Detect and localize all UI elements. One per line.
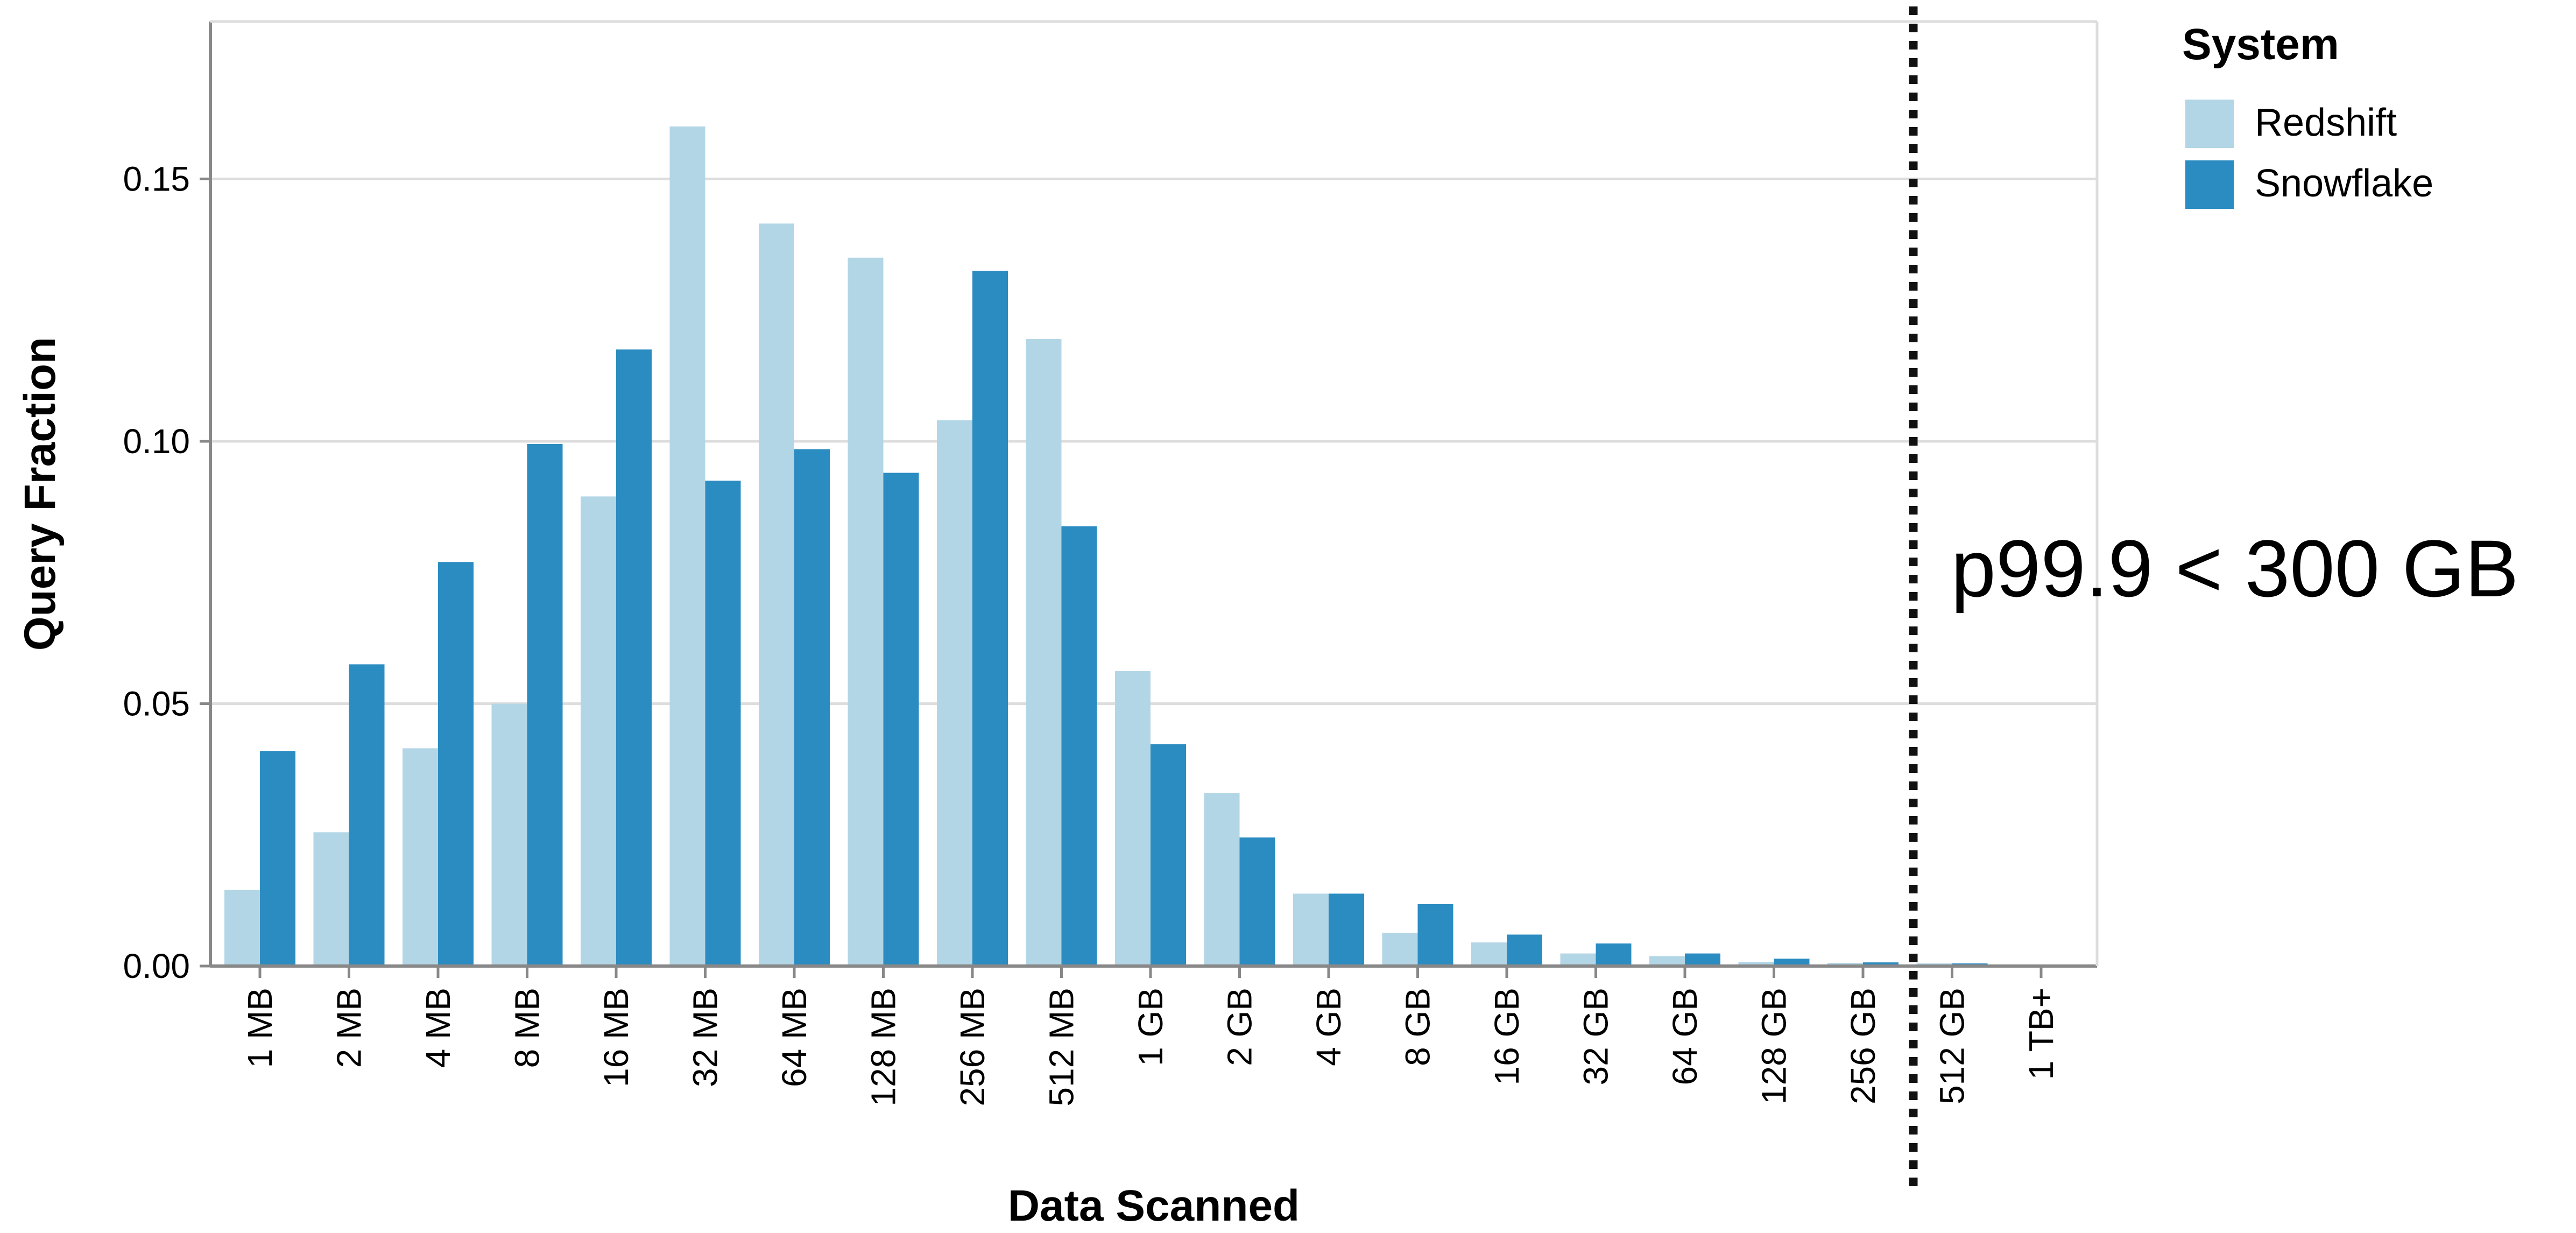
bar-redshift-512-mb <box>1026 339 1062 966</box>
bar-snowflake-256-mb <box>972 271 1008 966</box>
bar-snowflake-64-gb <box>1685 953 1720 966</box>
x-tick-label: 4 MB <box>419 988 457 1068</box>
bar-redshift-1-mb <box>224 890 260 966</box>
x-tick-label: 4 GB <box>1309 988 1348 1066</box>
grid-layer <box>210 178 2097 705</box>
legend-label-snowflake: Snowflake <box>2255 162 2433 205</box>
y-tick-layer: 0.00 0.05 0.10 0.15 <box>123 160 210 985</box>
bar-redshift-256-mb <box>937 420 972 966</box>
bar-redshift-2-gb <box>1204 793 1240 966</box>
bar-snowflake-256-gb <box>1863 962 1899 966</box>
bar-snowflake-16-gb <box>1507 934 1542 966</box>
x-tick-label: 8 GB <box>1399 988 1437 1066</box>
bar-redshift-128-gb <box>1738 962 1774 966</box>
bar-redshift-4-gb <box>1293 893 1329 966</box>
bar-snowflake-128-mb <box>883 473 919 966</box>
bar-snowflake-64-mb <box>794 449 830 966</box>
x-tick-label: 512 GB <box>1933 988 1972 1104</box>
bar-layer <box>224 126 2077 966</box>
y-tick-label: 0.05 <box>123 685 190 723</box>
bar-redshift-8-mb <box>491 703 527 966</box>
bar-snowflake-4-mb <box>438 562 474 966</box>
x-tick-label: 1 MB <box>241 988 279 1068</box>
legend-swatch-redshift <box>2185 100 2234 148</box>
bar-snowflake-128-gb <box>1774 959 1810 966</box>
x-tick-label: 512 MB <box>1042 988 1081 1107</box>
bar-redshift-64-gb <box>1649 956 1685 966</box>
legend: System Redshift Snowflake <box>2182 20 2433 209</box>
x-tick-label: 2 GB <box>1220 988 1259 1066</box>
x-tick-label: 256 GB <box>1844 988 1882 1104</box>
y-tick-label: 0.10 <box>123 422 190 461</box>
x-tick-label: 32 MB <box>686 988 725 1087</box>
bar-redshift-2-mb <box>313 832 349 966</box>
bar-snowflake-32-gb <box>1596 943 1632 966</box>
x-tick-label: 8 MB <box>508 988 547 1068</box>
bar-redshift-128-mb <box>848 257 884 966</box>
x-tick-label: 1 TB+ <box>2022 988 2060 1080</box>
x-tick-label: 2 MB <box>330 988 369 1068</box>
y-tick-label: 0.00 <box>123 947 190 985</box>
x-tick-label: 256 MB <box>953 988 992 1107</box>
bar-snowflake-1-mb <box>260 751 295 966</box>
x-tick-label: 1 GB <box>1131 988 1170 1066</box>
x-tick-label: 128 MB <box>864 988 903 1107</box>
x-tick-layer: 1 MB 2 MB 4 MB 8 MB 16 MB 32 MB 64 MB 128 MB 256… <box>241 966 2060 1107</box>
y-axis-title: Query Fraction <box>16 337 65 651</box>
x-tick-label: 32 GB <box>1577 988 1615 1085</box>
legend-swatch-snowflake <box>2185 160 2234 209</box>
bar-snowflake-2-mb <box>349 664 385 966</box>
x-axis-title: Data Scanned <box>1008 1181 1300 1230</box>
bar-redshift-8-gb <box>1382 933 1418 966</box>
bar-redshift-64-mb <box>759 223 794 966</box>
bar-snowflake-32-mb <box>705 481 741 966</box>
x-tick-label: 128 GB <box>1755 988 1794 1104</box>
bar-redshift-16-mb <box>581 496 616 966</box>
bar-redshift-1-gb <box>1115 671 1151 966</box>
x-tick-label: 16 MB <box>597 988 636 1087</box>
bar-snowflake-1-gb <box>1151 744 1186 966</box>
bar-redshift-4-mb <box>403 748 438 966</box>
bar-snowflake-512-mb <box>1061 526 1097 966</box>
bar-snowflake-8-mb <box>527 443 563 966</box>
bar-redshift-32-gb <box>1560 953 1596 966</box>
bar-redshift-16-gb <box>1471 942 1507 966</box>
x-tick-label: 64 GB <box>1665 988 1704 1085</box>
bar-snowflake-2-gb <box>1239 837 1275 966</box>
y-tick-label: 0.15 <box>123 160 190 199</box>
legend-title: System <box>2182 20 2339 69</box>
legend-label-redshift: Redshift <box>2255 101 2397 144</box>
threshold-annotation: p99.9 < 300 GB <box>1951 523 2519 614</box>
x-tick-label: 64 MB <box>775 988 814 1087</box>
x-tick-label: 16 GB <box>1487 988 1526 1085</box>
bar-snowflake-8-gb <box>1417 904 1453 966</box>
bar-snowflake-16-mb <box>616 349 652 966</box>
bar-redshift-32-mb <box>669 126 705 966</box>
bar-snowflake-4-gb <box>1329 893 1364 966</box>
